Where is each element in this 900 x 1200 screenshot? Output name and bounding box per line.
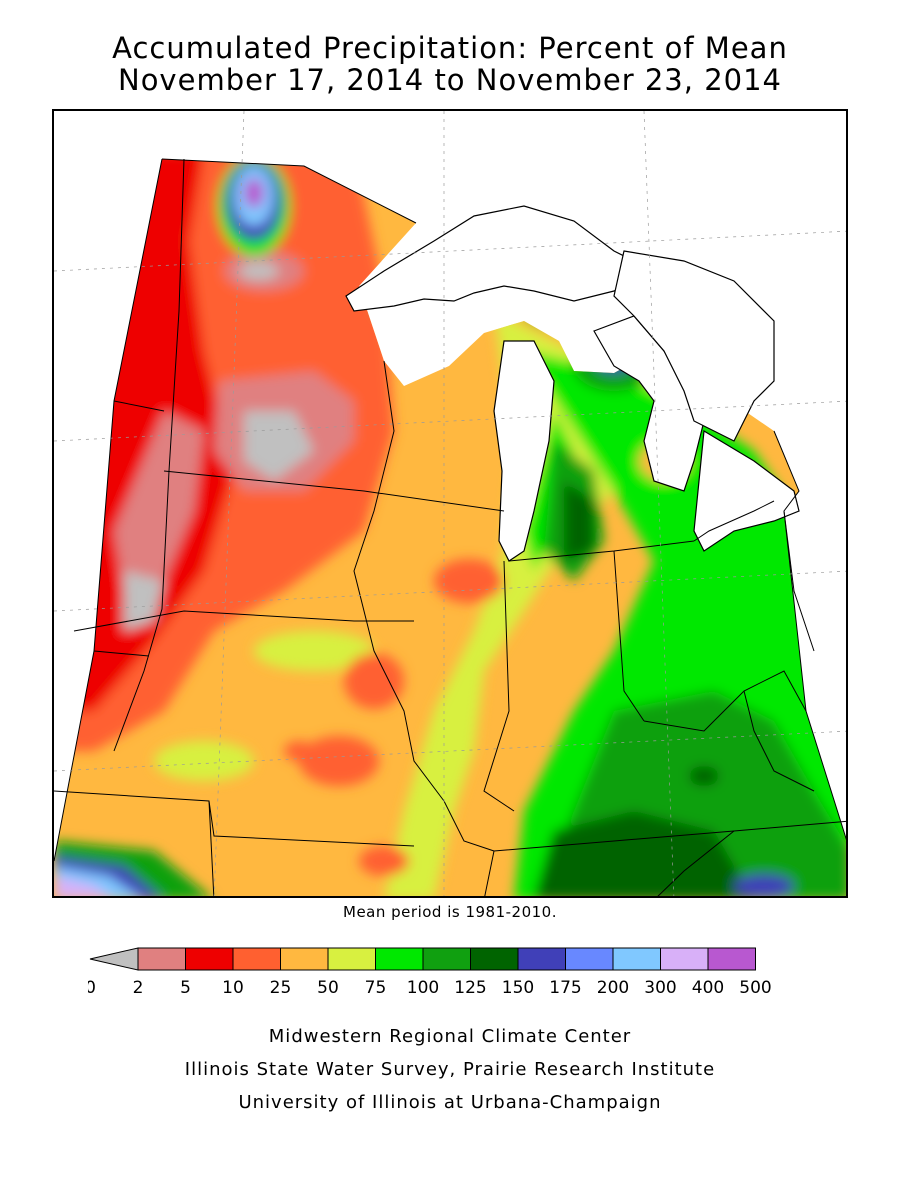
legend-label-300: 300 <box>644 978 676 998</box>
credits: Midwestern Regional Climate Center Illin… <box>0 1020 900 1119</box>
legend-swatch-200 <box>612 947 661 971</box>
map-title: Accumulated Precipitation: Percent of Me… <box>112 31 788 65</box>
color-legend: 0 2 5 10 25 50 75 100 125 150 175 200 300 400 500 <box>88 947 772 998</box>
precipitation-map <box>52 109 848 898</box>
legend-label-100: 100 <box>407 978 439 998</box>
credit-uiuc: University of Illinois at Urbana-Champai… <box>238 1092 662 1113</box>
legend-swatch-75 <box>375 947 424 971</box>
legend-label-5: 5 <box>180 978 191 998</box>
legend-label-400: 400 <box>692 978 724 998</box>
legend-label-75: 75 <box>365 978 387 998</box>
legend-label-150: 150 <box>502 978 534 998</box>
legend-swatch-100 <box>422 947 471 971</box>
legend-swatch-5 <box>185 947 234 971</box>
legend-swatch-10 <box>232 947 281 971</box>
legend-swatch-2 <box>137 947 186 971</box>
legend-label-2: 2 <box>133 978 144 998</box>
legend-swatch-400 <box>707 947 756 971</box>
legend-label-10: 10 <box>222 978 244 998</box>
legend-label-50: 50 <box>317 978 339 998</box>
graticule <box>54 111 846 896</box>
legend-swatch-150 <box>517 947 566 971</box>
great-lakes <box>345 205 800 562</box>
legend-swatch-125 <box>470 947 519 971</box>
legend-swatch-0 <box>89 947 139 971</box>
map-date-range: November 17, 2014 to November 23, 2014 <box>118 63 782 97</box>
legend-label-125: 125 <box>454 978 486 998</box>
legend-swatch-25 <box>280 947 329 971</box>
legend-label-0: 0 <box>88 978 96 998</box>
legend-label-500: 500 <box>739 978 771 998</box>
legend-label-175: 175 <box>549 978 581 998</box>
mean-period-note: Mean period is 1981-2010. <box>343 903 557 921</box>
legend-swatch-50 <box>327 947 376 971</box>
legend-swatch-175 <box>565 947 614 971</box>
state-borders <box>54 158 846 896</box>
legend-label-25: 25 <box>270 978 292 998</box>
credit-isws: Illinois State Water Survey, Prairie Res… <box>184 1059 716 1080</box>
legend-swatch-300 <box>660 947 709 971</box>
legend-label-200: 200 <box>597 978 629 998</box>
credit-mrcc: Midwestern Regional Climate Center <box>268 1026 632 1047</box>
